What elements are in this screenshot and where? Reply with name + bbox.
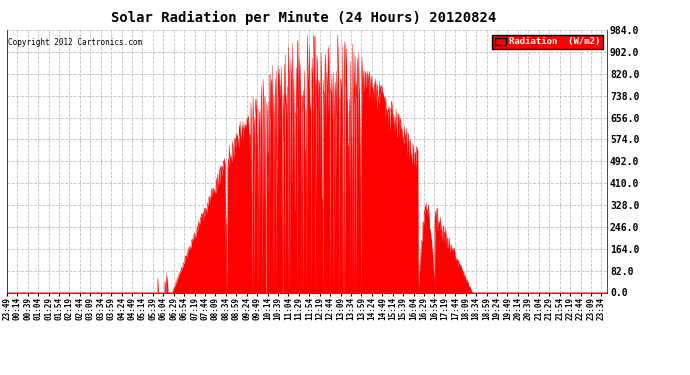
Text: Solar Radiation per Minute (24 Hours) 20120824: Solar Radiation per Minute (24 Hours) 20… [111, 11, 496, 26]
Legend: Radiation  (W/m2): Radiation (W/m2) [493, 34, 602, 49]
Text: Copyright 2012 Cartronics.com: Copyright 2012 Cartronics.com [8, 38, 142, 47]
